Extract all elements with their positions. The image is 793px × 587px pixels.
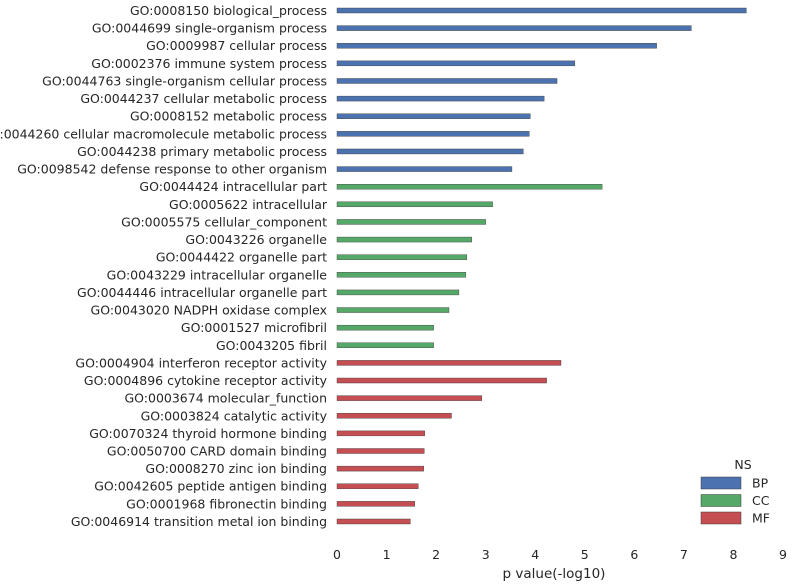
bar-go-0044424 xyxy=(336,183,603,190)
bar-go-0044260 xyxy=(336,131,530,137)
legend-label-bp: BP xyxy=(752,476,769,491)
category-label: GO:0044763 single-organism cellular proc… xyxy=(42,73,327,88)
x-tick-label: 5 xyxy=(581,547,589,562)
category-label: GO:0044424 intracellular part xyxy=(139,179,327,194)
legend-label-cc: CC xyxy=(752,493,770,508)
bar-go-0004904 xyxy=(336,360,562,366)
bar-go-0050700 xyxy=(336,448,425,454)
category-label: GO:0009987 cellular process xyxy=(146,38,327,53)
category-label: GO:0044237 cellular metabolic process xyxy=(80,91,327,106)
bar-go-0044699 xyxy=(336,25,692,31)
bar-go-0003824 xyxy=(336,413,452,419)
legend-swatch-bp xyxy=(700,476,742,490)
category-label: GO:0043226 organelle xyxy=(185,232,327,247)
bars-group xyxy=(336,7,747,525)
bar-go-0070324 xyxy=(336,430,425,437)
x-axis-title: p value(-log10) xyxy=(503,566,606,582)
category-label: GO:0002376 immune system process xyxy=(91,56,327,71)
category-label: GO:0098542 defense response to other org… xyxy=(17,162,327,177)
category-label: GO:0050700 CARD domain binding xyxy=(107,444,327,459)
bar-go-0001527 xyxy=(336,324,434,331)
category-label: GO:0044699 single-organism process xyxy=(92,21,327,36)
x-tick-label: 3 xyxy=(482,547,490,562)
category-label: GO:0005622 intracellular xyxy=(169,197,328,212)
x-tick-label: 8 xyxy=(729,547,737,562)
bar-go-0044422 xyxy=(336,254,468,260)
category-label: GO:0044260 cellular macromolecule metabo… xyxy=(0,126,327,141)
x-tick-labels: 0 1 2 3 4 5 6 7 8 9 xyxy=(333,547,787,562)
bar-go-0044763 xyxy=(336,78,558,84)
category-label: GO:0044422 organelle part xyxy=(156,250,327,265)
category-label: GO:0043020 NADPH oxidase complex xyxy=(91,303,327,318)
category-label: GO:0003824 catalytic activity xyxy=(141,408,328,423)
category-label: GO:0008270 zinc ion binding xyxy=(145,461,327,476)
x-tick-label: 2 xyxy=(432,547,440,562)
bar-go-0008152 xyxy=(336,113,531,119)
category-label: GO:0042605 peptide antigen binding xyxy=(94,479,327,494)
bar-go-0001968 xyxy=(336,501,416,507)
bar-go-0044446 xyxy=(336,289,460,296)
bar-go-0044237 xyxy=(336,95,545,102)
bar-go-0043205 xyxy=(336,342,434,348)
category-label: GO:0003674 molecular_function xyxy=(124,391,327,406)
bar-go-0046914 xyxy=(336,518,411,525)
bar-go-0043226 xyxy=(336,236,472,243)
bar-go-0008270 xyxy=(336,465,424,472)
category-label: GO:0044446 intracellular organelle part xyxy=(77,285,327,300)
category-label: GO:0004904 interferon receptor activity xyxy=(75,355,327,370)
category-label: GO:0008152 metabolic process xyxy=(130,109,327,124)
category-label: GO:0001968 fibronectin binding xyxy=(126,496,327,511)
category-label: GO:0043205 fibril xyxy=(216,338,327,353)
category-label: GO:0046914 transition metal ion binding xyxy=(71,514,327,529)
bar-go-0043229 xyxy=(336,272,467,278)
x-tick-label: 9 xyxy=(779,547,787,562)
x-tick-label: 4 xyxy=(531,547,539,562)
x-tick-label: 1 xyxy=(383,547,391,562)
bar-go-0005575 xyxy=(336,219,486,225)
bar-go-0042605 xyxy=(336,483,419,489)
bar-go-0004896 xyxy=(336,377,547,384)
bar-go-0043020 xyxy=(336,307,450,313)
legend-swatch-cc xyxy=(700,494,742,507)
x-tick-label: 6 xyxy=(630,547,638,562)
bar-go-0003674 xyxy=(336,395,482,401)
legend-title: NS xyxy=(734,457,751,472)
category-label: GO:0070324 thyroid hormone binding xyxy=(89,426,327,441)
category-label: GO:0001527 microfibril xyxy=(181,320,327,335)
bar-go-0009987 xyxy=(336,43,657,49)
category-label: GO:0008150 biological_process xyxy=(130,3,327,18)
category-label: GO:0044238 primary metabolic process xyxy=(77,144,327,159)
legend: NS BP CC MF xyxy=(700,457,770,526)
category-label: GO:0005575 cellular_component xyxy=(121,214,327,229)
bar-go-0002376 xyxy=(336,60,576,67)
bar-go-0098542 xyxy=(336,166,513,172)
bar-go-0005622 xyxy=(336,201,493,208)
legend-label-mf: MF xyxy=(752,511,770,526)
legend-items: BP CC MF xyxy=(700,476,770,526)
x-tick-label: 7 xyxy=(680,547,688,562)
category-label: GO:0043229 intracellular organelle xyxy=(107,267,328,282)
x-tick-label: 0 xyxy=(333,547,341,562)
legend-swatch-mf xyxy=(700,511,742,525)
bar-go-0008150 xyxy=(336,7,747,14)
bar-go-0044238 xyxy=(336,148,524,155)
category-label: GO:0004896 cytokine receptor activity xyxy=(84,373,328,388)
category-labels: GO:0008150 biological_process GO:0044699 … xyxy=(0,3,328,529)
